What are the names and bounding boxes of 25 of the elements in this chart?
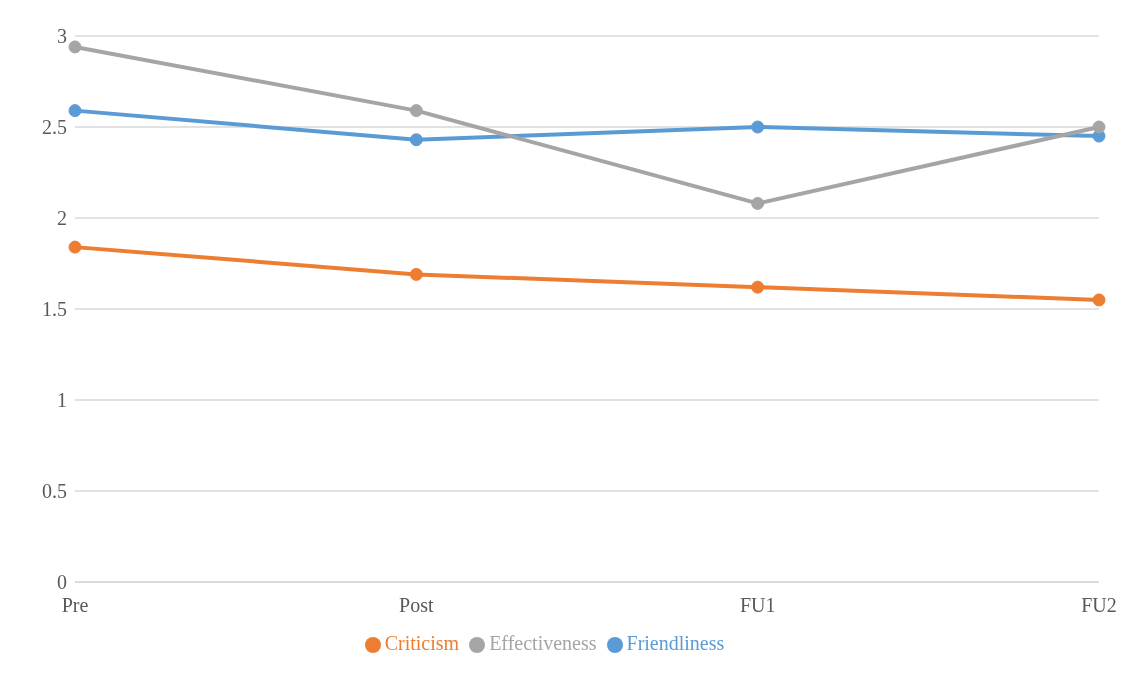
x-tick-label: FU2	[1081, 594, 1117, 617]
legend-label: Effectiveness	[489, 632, 597, 654]
legend-label: Criticism	[384, 632, 460, 654]
point	[409, 104, 423, 118]
y-tick-label: 3	[57, 25, 67, 48]
x-tick-label: Pre	[61, 594, 89, 617]
point	[751, 120, 765, 134]
y-tick-label: 1.5	[42, 298, 67, 321]
point	[751, 280, 765, 294]
y-tick-label: 2.5	[42, 116, 67, 139]
legend-label: Friendliness	[626, 632, 725, 654]
y-tick-label: 0	[57, 571, 67, 594]
point	[68, 240, 82, 254]
point	[751, 196, 765, 210]
point	[1092, 120, 1106, 134]
x-tick-label: FU1	[739, 594, 776, 617]
point	[1092, 293, 1106, 307]
point	[409, 267, 423, 281]
point	[409, 133, 423, 147]
y-tick-label: 1	[57, 389, 67, 412]
x-tick-label: Post	[399, 594, 435, 617]
y-tick-label: 0.5	[42, 480, 67, 503]
y-tick-label: 2	[57, 207, 67, 230]
point	[68, 40, 82, 54]
point	[68, 104, 82, 118]
